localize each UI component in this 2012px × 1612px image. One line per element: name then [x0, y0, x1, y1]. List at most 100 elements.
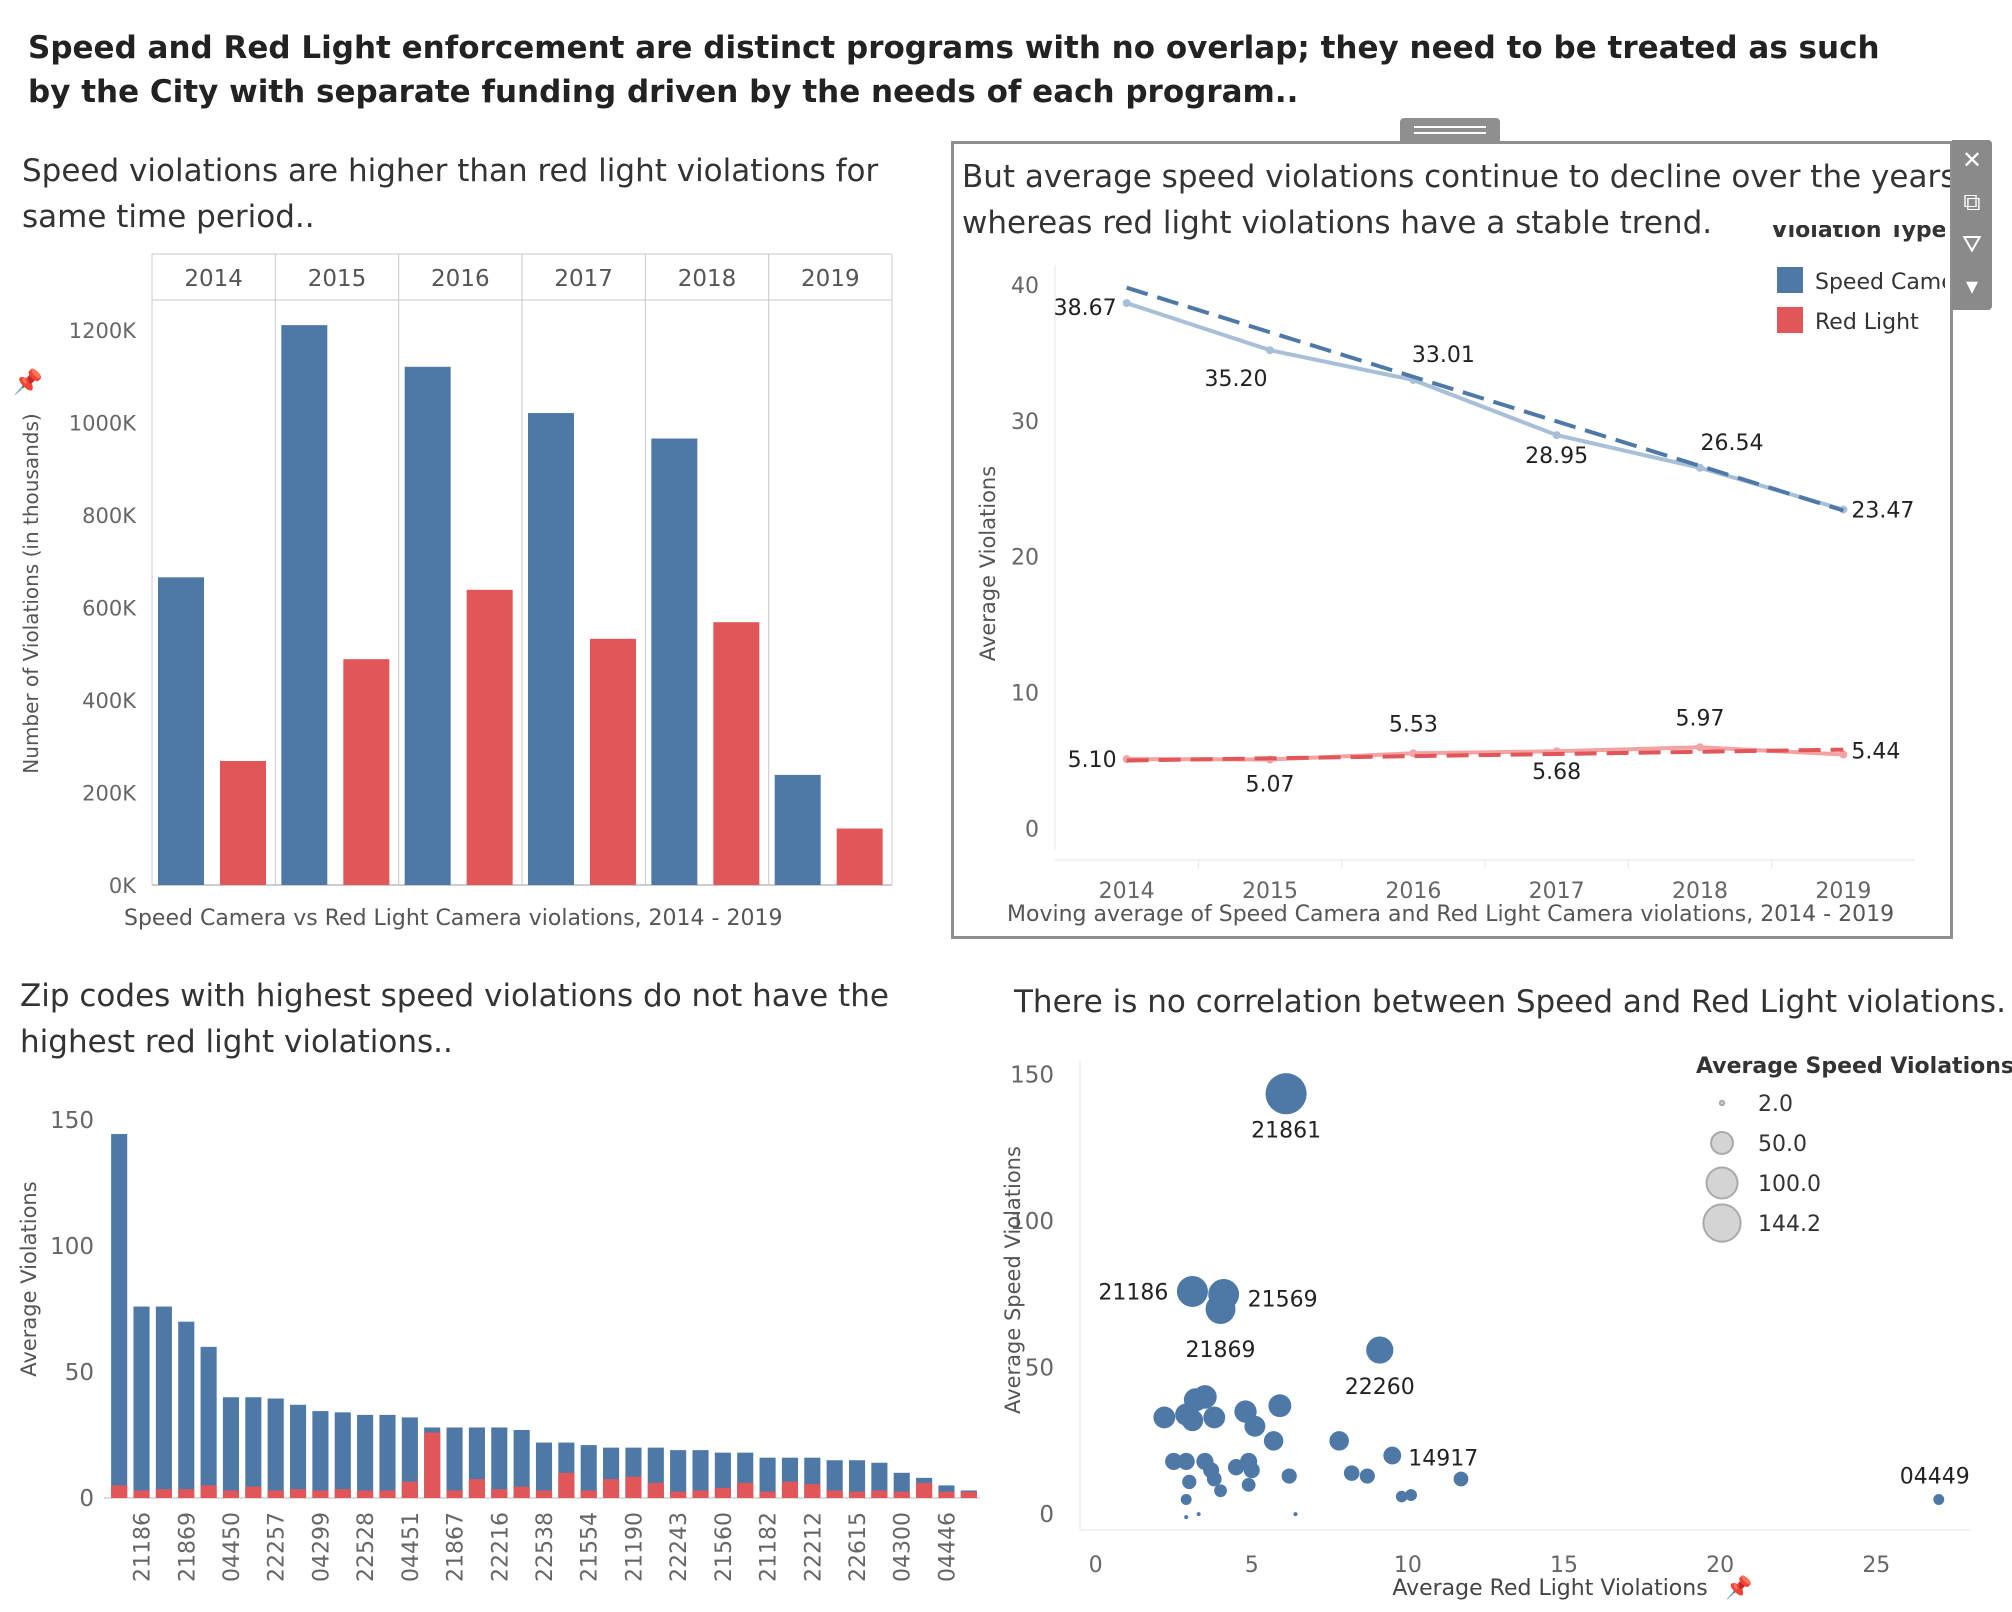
close-icon[interactable]: ✕ — [1961, 146, 1983, 174]
scatter-point — [1366, 1336, 1394, 1364]
zip-speed-bar — [200, 1346, 217, 1498]
x-tick-label: 2015 — [1242, 879, 1298, 904]
zip-speed-bar — [513, 1429, 530, 1498]
scatter-point — [1180, 1494, 1192, 1505]
average-violations-line-chart: 0 10 20 30 40 Average Violations 2014 2015 2016 2… — [976, 225, 1945, 904]
zip-redlight-bar — [737, 1482, 754, 1498]
y-tick-label: 400K — [82, 689, 137, 713]
zip-redlight-bar — [893, 1491, 910, 1498]
popout-icon[interactable]: ⧉ — [1963, 188, 1981, 216]
speed-bar — [528, 413, 574, 885]
zip-speed-bar — [401, 1417, 418, 1498]
scatter-point — [1343, 1465, 1360, 1481]
zip-bars-title-line1: Zip codes with highest speed violations … — [20, 978, 889, 1014]
x-axis-title: Average Red Light Violations — [1392, 1576, 1707, 1601]
scatter-point — [1165, 1452, 1183, 1470]
scatter-point — [1153, 1406, 1176, 1429]
pin-icon: 📌 — [1725, 1574, 1752, 1601]
bar-yearly-title-line1: Speed violations are higher than red lig… — [22, 153, 879, 189]
scatter-point — [1241, 1477, 1256, 1492]
selected-worksheet-frame[interactable] — [951, 141, 1953, 939]
line-avg-title-line2: whereas red light violations have a stab… — [962, 205, 1713, 241]
size-legend-label: 50.0 — [1758, 1132, 1807, 1157]
x-tick-label: 20 — [1706, 1553, 1734, 1578]
zip-speed-bar — [692, 1450, 709, 1498]
redlight-data-label: 5.97 — [1676, 706, 1725, 731]
redlight-bar — [713, 622, 760, 885]
dropdown-icon[interactable]: ▾ — [1965, 272, 1979, 300]
zip-code-label: 21186 — [131, 1512, 156, 1582]
zip-redlight-bar — [647, 1482, 664, 1498]
speed-point — [1696, 463, 1704, 472]
scatter-point-label: 04449 — [1900, 1464, 1970, 1489]
zip-code-label: 22212 — [801, 1512, 826, 1582]
scatter-point — [1176, 1275, 1208, 1307]
speed-bar — [404, 366, 451, 885]
zip-speed-bar — [759, 1457, 776, 1498]
y-tick-label: 800K — [82, 504, 137, 528]
zip-redlight-bar — [960, 1491, 977, 1498]
scatter-point — [1265, 1073, 1307, 1115]
zip-code-label: 04451 — [399, 1512, 424, 1582]
size-legend-label: 144.2 — [1758, 1212, 1821, 1237]
year-header-label: 2017 — [554, 266, 613, 292]
zip-speed-bar — [178, 1321, 195, 1498]
move-handle[interactable] — [1400, 118, 1500, 142]
size-legend-marker — [1702, 1203, 1742, 1243]
zip-speed-bar — [334, 1412, 351, 1498]
zip-redlight-bar — [558, 1472, 575, 1498]
y-tick-label: 10 — [1011, 682, 1039, 707]
scatter-point-label: 22260 — [1345, 1375, 1415, 1400]
y-tick-label: 30 — [1011, 410, 1039, 435]
zip-code-label: 21869 — [175, 1512, 200, 1582]
zip-code-label: 21190 — [622, 1512, 647, 1582]
speed-bar — [281, 325, 328, 886]
scatter-point-label: 21569 — [1248, 1287, 1318, 1312]
zip-redlight-bar — [446, 1490, 463, 1498]
zip-redlight-bar — [513, 1486, 530, 1498]
legend-label: Speed Camera — [1815, 270, 1945, 295]
legend-label: Red Light — [1815, 310, 1919, 335]
scatter-point-label: 21861 — [1251, 1119, 1321, 1144]
zip-speed-bar — [111, 1134, 128, 1498]
zip-code-label: 04450 — [220, 1512, 245, 1582]
zip-speed-bar — [155, 1306, 172, 1498]
zip-redlight-bar — [290, 1489, 307, 1498]
scatter-point — [1181, 1409, 1204, 1432]
speed-point — [1122, 299, 1131, 308]
y-tick-label: 0K — [109, 874, 137, 898]
scatter-point — [1933, 1494, 1945, 1505]
speed-trend-line — [1126, 285, 1844, 513]
dashboard-title: Speed and Red Light enforcement are dist… — [28, 30, 1880, 110]
x-tick-label: 0 — [1089, 1553, 1103, 1578]
year-header-label: 2018 — [678, 266, 737, 292]
redlight-bar — [836, 828, 883, 885]
zip-code-label: 21554 — [578, 1512, 603, 1582]
scatter-point-label: 21869 — [1186, 1338, 1256, 1363]
y-tick-label: 100 — [50, 1234, 94, 1260]
zip-speed-bar — [893, 1472, 910, 1498]
zip-redlight-bar — [111, 1485, 128, 1498]
zip-redlight-bar — [848, 1491, 866, 1498]
zip-code-label: 22216 — [488, 1512, 513, 1582]
year-header-label: 2019 — [801, 266, 860, 292]
zip-code-label: 21182 — [757, 1512, 782, 1582]
size-legend-marker — [1718, 1099, 1726, 1107]
zip-redlight-bar — [468, 1479, 485, 1498]
scatter-point — [1243, 1462, 1260, 1479]
zip-code-label: 22538 — [533, 1512, 558, 1582]
redlight-trend-line — [1126, 747, 1844, 763]
zip-redlight-bar — [804, 1484, 821, 1498]
x-tick-label: 2014 — [1099, 879, 1155, 904]
redlight-data-label: 5.44 — [1851, 740, 1900, 765]
scatter-point — [1383, 1446, 1402, 1465]
filter-icon[interactable]: ⛛ — [1961, 230, 1983, 258]
speed-vs-redlight-scatter: 0 5 10 15 20 25 0 50 100 150 Average Red Light Vio… — [1001, 1054, 2012, 1601]
zip-code-label: 22243 — [667, 1512, 692, 1582]
legend-swatch-speed — [1777, 267, 1803, 293]
scatter-title: There is no correlation between Speed an… — [1014, 984, 2006, 1020]
scatter-point — [1184, 1515, 1189, 1520]
zip-speed-bar — [267, 1398, 284, 1498]
y-tick-label: 20 — [1011, 546, 1039, 571]
zip-redlight-bar — [357, 1490, 374, 1498]
